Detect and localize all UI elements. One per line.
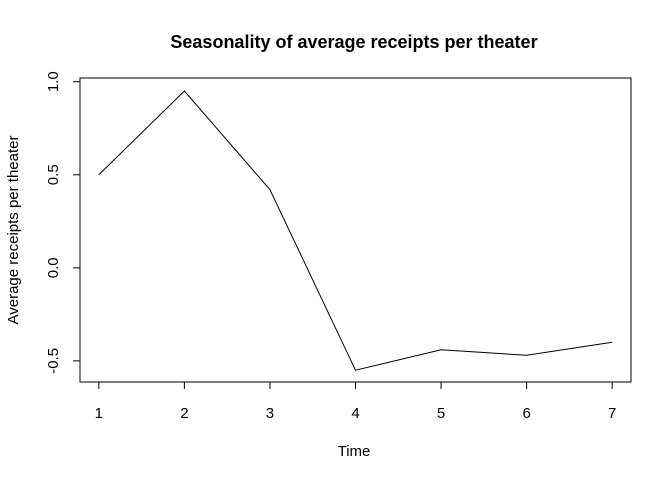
x-axis-label: Time <box>338 443 371 460</box>
x-tick-label: 4 <box>351 405 359 422</box>
y-tick-label: -0.5 <box>45 348 62 374</box>
x-tick-label: 5 <box>437 405 445 422</box>
x-tick-label: 2 <box>180 405 188 422</box>
x-axis: 1 2 3 4 5 6 7 <box>95 381 616 422</box>
y-axis: -0.5 0.0 0.5 1.0 <box>45 71 81 374</box>
x-tick-label: 3 <box>266 405 274 422</box>
series-line <box>98 90 613 371</box>
x-tick-label: 7 <box>608 405 616 422</box>
y-tick-label: 0.5 <box>45 164 62 185</box>
series-group <box>98 90 613 371</box>
x-tick-label: 6 <box>522 405 530 422</box>
chart-title: Seasonality of average receipts per thea… <box>170 32 537 52</box>
y-tick-label: 1.0 <box>45 71 62 92</box>
x-tick-label: 1 <box>95 405 103 422</box>
y-axis-label: Average receipts per theater <box>5 135 22 324</box>
plot-frame <box>79 77 632 383</box>
y-tick-label: 0.0 <box>45 257 62 278</box>
